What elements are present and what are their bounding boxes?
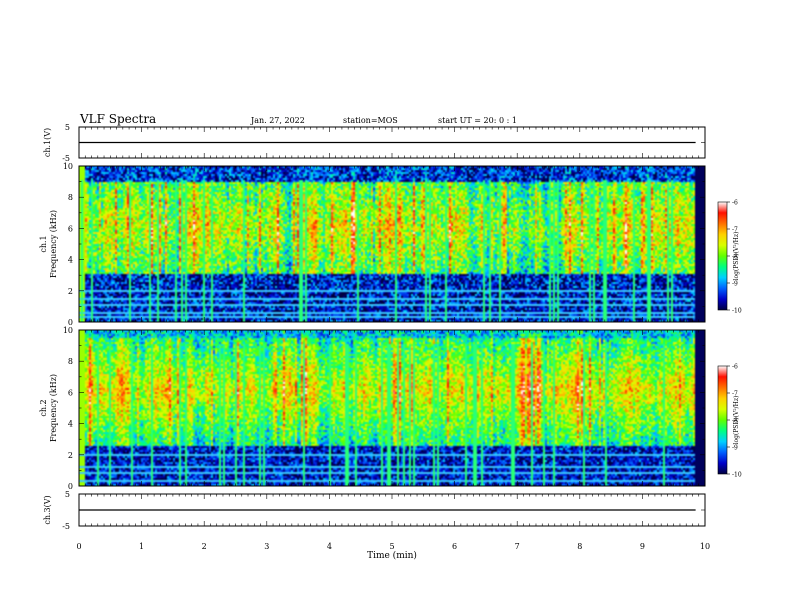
y-tick-label: 2 bbox=[68, 287, 73, 296]
ch2-spectrogram-image bbox=[79, 330, 705, 486]
colorbar-tick-label: -10 bbox=[732, 472, 742, 479]
x-tick-label: 9 bbox=[640, 542, 645, 551]
y-tick-label: 8 bbox=[68, 193, 73, 202]
ch1-spectrogram-image bbox=[79, 166, 705, 322]
y-tick-label: 4 bbox=[68, 420, 73, 429]
colorbar-tick-label: -8 bbox=[732, 418, 738, 425]
figure-title: VLF Spectra bbox=[79, 112, 156, 126]
colorbar-tick-label: -9 bbox=[732, 445, 738, 452]
ch2-colorbar-gradient bbox=[718, 366, 727, 474]
y-tick-label: 6 bbox=[68, 388, 73, 397]
x-tick-label: 0 bbox=[76, 542, 81, 551]
x-tick-label: 3 bbox=[264, 542, 269, 551]
y-tick-label: 8 bbox=[68, 357, 73, 366]
time-axis-label: Time (min) bbox=[367, 550, 417, 561]
x-tick-label: 4 bbox=[327, 542, 332, 551]
y-tick-label: 0 bbox=[68, 482, 73, 491]
colorbar-tick-label: -7 bbox=[732, 391, 738, 398]
ch1-spectrogram-panel: 0 2 4 6 8 10 ch.1 Frequency (kHz) bbox=[39, 162, 706, 327]
station-label: station=MOS bbox=[343, 116, 398, 125]
ch2-spectrogram-ylabel-channel: ch.2 bbox=[39, 399, 48, 416]
ch3-waveform-panel: 5 -5 ch.3(V) 0 1 2 3 4 5 6 7 8 9 10 Time (min) bbox=[43, 490, 710, 561]
ch1-colorbar: -6 -7 -8 -9 -10 log(PSD)(V²/Hz) bbox=[717, 200, 742, 315]
ch3-ytick-top: 5 bbox=[65, 490, 70, 499]
ch1-waveform-panel: 5 -5 ch.1(V) bbox=[43, 123, 706, 163]
ch1-ytick-top: 5 bbox=[65, 123, 70, 132]
y-tick-label: 2 bbox=[68, 451, 73, 460]
y-tick-label: 4 bbox=[68, 256, 73, 265]
x-tick-label: 6 bbox=[452, 542, 457, 551]
start-time-label: start UT = 20: 0 : 1 bbox=[438, 116, 517, 125]
ch1-waveform-ylabel: ch.1(V) bbox=[43, 128, 52, 157]
ch3-ytick-bottom: -5 bbox=[62, 522, 70, 531]
ch2-colorbar-label: log(PSD)(V²/Hz) bbox=[733, 396, 740, 445]
ch2-spectrogram-ylabel-frequency: Frequency (kHz) bbox=[49, 374, 58, 442]
x-tick-label: 2 bbox=[202, 542, 207, 551]
colorbar-tick-label: -9 bbox=[732, 281, 738, 288]
x-tick-label: 8 bbox=[577, 542, 582, 551]
ch2-spectrogram-panel: 0 2 4 6 8 10 ch.2 Frequency (kHz) bbox=[39, 326, 706, 491]
ch1-colorbar-gradient bbox=[718, 202, 727, 310]
colorbar-tick-label: -8 bbox=[732, 254, 738, 261]
colorbar-tick-label: -10 bbox=[732, 308, 742, 315]
y-tick-label: 10 bbox=[63, 162, 73, 171]
colorbar-tick-label: -7 bbox=[732, 227, 738, 234]
y-tick-label: 10 bbox=[63, 326, 73, 335]
ch1-spectrogram-ylabel-frequency: Frequency (kHz) bbox=[49, 210, 58, 278]
ch1-colorbar-label: log(PSD)(V²/Hz) bbox=[733, 232, 740, 281]
x-tick-label: 5 bbox=[389, 542, 394, 551]
x-tick-label: 10 bbox=[700, 542, 710, 551]
ch1-spectrogram-ylabel-channel: ch.1 bbox=[39, 235, 48, 252]
x-tick-label: 1 bbox=[139, 542, 144, 551]
ch3-waveform-ylabel: ch.3(V) bbox=[43, 495, 52, 524]
x-tick-label: 7 bbox=[515, 542, 520, 551]
y-tick-label: 6 bbox=[68, 224, 73, 233]
colorbar-tick-label: -6 bbox=[732, 364, 738, 371]
colorbar-tick-label: -6 bbox=[732, 200, 738, 207]
ch1-ytick-bottom: -5 bbox=[62, 154, 70, 163]
ch2-colorbar: -6 -7 -8 -9 -10 log(PSD)(V²/Hz) bbox=[717, 364, 742, 479]
y-tick-label: 0 bbox=[68, 318, 73, 327]
date-label: Jan. 27, 2022 bbox=[250, 116, 305, 125]
